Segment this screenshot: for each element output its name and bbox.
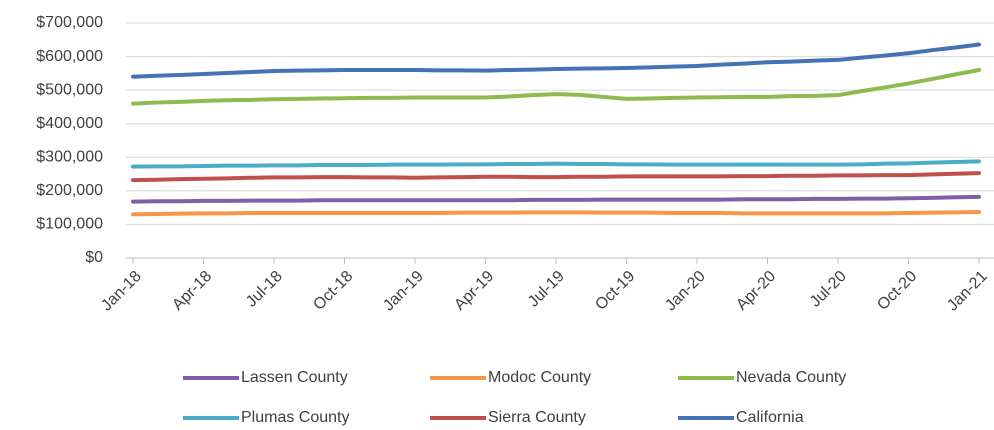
x-tick-label: Jan-18 <box>98 268 145 315</box>
legend-label: Nevada County <box>736 369 846 386</box>
y-tick-label: $400,000 <box>36 115 103 132</box>
series-line <box>131 159 981 169</box>
y-tick-label: $600,000 <box>36 48 103 65</box>
series-line <box>131 210 981 217</box>
y-tick-label: $200,000 <box>36 182 103 199</box>
x-tick-label: Oct-18 <box>310 268 356 314</box>
x-tick-label: Apr-18 <box>169 268 215 314</box>
x-tick-label: Oct-20 <box>874 268 920 314</box>
x-tick-label: Jan-19 <box>380 268 427 315</box>
y-tick-label: $300,000 <box>36 149 103 166</box>
series-line <box>131 68 981 106</box>
series-line <box>131 194 981 204</box>
y-tick-label: $100,000 <box>36 216 103 233</box>
legend-label: Plumas County <box>241 409 350 426</box>
x-tick-label: Jul-20 <box>807 268 850 311</box>
x-tick-label: Oct-19 <box>592 268 638 314</box>
x-tick-label: Jul-19 <box>525 268 568 311</box>
legend-label: Lassen County <box>241 369 348 386</box>
legend-label: Modoc County <box>488 369 591 386</box>
x-tick-label: Jan-21 <box>944 268 991 315</box>
y-tick-label: $700,000 <box>36 14 103 31</box>
y-tick-label: $500,000 <box>36 81 103 98</box>
y-tick-label: $0 <box>85 249 103 266</box>
x-tick-label: Jul-18 <box>243 268 286 311</box>
series-line <box>131 42 981 79</box>
legend-label: Sierra County <box>488 409 586 426</box>
x-tick-label: Apr-20 <box>733 268 779 314</box>
series-line <box>131 171 981 183</box>
legend-label: California <box>736 409 804 426</box>
x-tick-label: Jan-20 <box>662 268 709 315</box>
x-tick-label: Apr-19 <box>451 268 497 314</box>
